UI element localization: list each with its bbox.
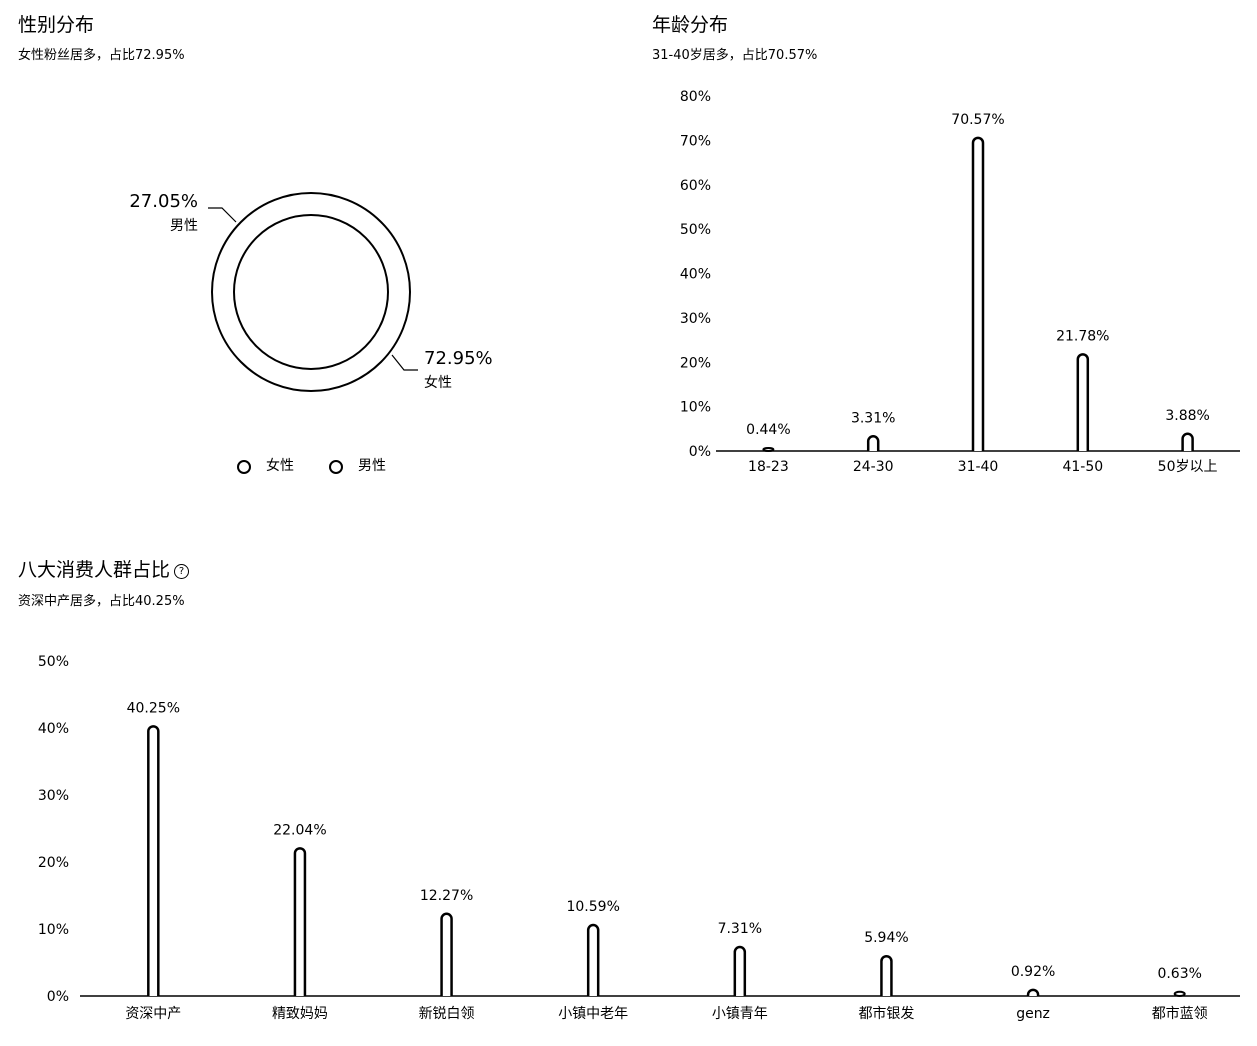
bar-value-label: 70.57%: [951, 112, 1004, 128]
consumer-panel: 八大消费人群占比? 资深中产居多，占比40.25% 0% 10% 20% 30% 40%…: [0, 540, 1257, 1046]
y-tick-label: 70%: [680, 133, 711, 149]
slice-leader-line: [208, 207, 237, 223]
y-tick-label: 20%: [680, 355, 711, 371]
legend-label[interactable]: 女性: [266, 457, 294, 474]
bar-value-label: 21.78%: [1056, 328, 1109, 344]
bar[interactable]: [293, 847, 307, 996]
bar[interactable]: [1026, 988, 1040, 996]
y-tick-label: 20%: [38, 855, 69, 871]
gender-title: 性别分布: [18, 14, 95, 36]
y-tick-label: 60%: [680, 178, 711, 194]
donut-outer-ring: [211, 192, 411, 392]
y-tick-label: 0%: [689, 444, 711, 460]
age-bar-chart: 0% 10% 20% 30% 40% 50% 60% 70% 80% 0.44% 18-23 3.31…: [680, 89, 1240, 475]
consumer-bar-chart: 0% 10% 20% 30% 40% 50% 40.25% 资深中产 22.04% 精致妈妈 12.…: [38, 654, 1240, 1022]
slice-name-label: 男性: [170, 218, 198, 234]
y-tick-label: 50%: [680, 222, 711, 238]
age-subtitle: 31-40岁居多，占比70.57%: [652, 48, 818, 63]
bar[interactable]: [866, 435, 880, 451]
bar-value-label: 40.25%: [127, 700, 180, 716]
y-tick-label: 10%: [38, 922, 69, 938]
bar[interactable]: [1076, 353, 1090, 451]
bar-value-label: 3.88%: [1165, 408, 1209, 424]
legend-marker-女性[interactable]: [237, 460, 251, 474]
y-tick-label: 10%: [680, 400, 711, 416]
bar[interactable]: [1173, 990, 1186, 997]
x-category-label: 都市蓝领: [1152, 1005, 1208, 1022]
y-tick-label: 0%: [47, 989, 69, 1005]
bar-value-label: 5.94%: [864, 930, 908, 946]
slice-value-label: 72.95%: [424, 348, 493, 369]
legend-marker-男性[interactable]: [329, 460, 343, 474]
y-tick-label: 30%: [38, 788, 69, 804]
bar[interactable]: [880, 955, 893, 996]
bar[interactable]: [733, 945, 747, 996]
x-category-label: 24-30: [853, 459, 894, 475]
x-category-label: 50岁以上: [1158, 459, 1218, 475]
bar[interactable]: [147, 725, 160, 996]
x-category-label: 小镇青年: [712, 1006, 768, 1022]
x-category-label: 精致妈妈: [272, 1006, 328, 1022]
y-tick-label: 40%: [38, 721, 69, 737]
consumer-title: 八大消费人群占比?: [18, 555, 190, 582]
donut-inner-ring: [233, 214, 389, 370]
x-category-label: 新锐白领: [419, 1006, 475, 1022]
x-category-label: 都市银发: [858, 1005, 914, 1022]
age-panel: 年龄分布 31-40岁居多，占比70.57% 0% 10% 20% 30% 40% 50%…: [0, 0, 1257, 500]
bar-value-label: 7.31%: [718, 921, 762, 937]
gender-subtitle: 女性粉丝居多，占比72.95%: [18, 48, 185, 63]
x-category-label: genz: [1016, 1006, 1050, 1022]
bar[interactable]: [1181, 432, 1194, 451]
bar-value-label: 0.63%: [1157, 966, 1201, 982]
slice-value-label: 27.05%: [129, 191, 198, 212]
y-tick-label: 40%: [680, 267, 711, 283]
bar[interactable]: [586, 923, 600, 996]
consumer-subtitle: 资深中产居多，占比40.25%: [18, 594, 185, 609]
gender-panel: 性别分布 女性粉丝居多，占比72.95% 72.95% 女性 27.05% 男性 女性男…: [0, 0, 630, 500]
slice-leader-line: [391, 354, 418, 371]
bar-value-label: 0.44%: [746, 422, 790, 438]
age-title: 年龄分布: [652, 14, 729, 36]
bar-value-label: 3.31%: [851, 410, 895, 426]
bar-value-label: 22.04%: [273, 822, 326, 838]
bar[interactable]: [440, 912, 453, 996]
x-category-label: 31-40: [958, 459, 999, 475]
x-category-label: 41-50: [1062, 459, 1103, 475]
slice-name-label: 女性: [424, 374, 452, 391]
consumer-title-text: 八大消费人群占比: [18, 559, 171, 581]
bar[interactable]: [971, 136, 985, 451]
bar-value-label: 12.27%: [420, 888, 473, 904]
legend-label[interactable]: 男性: [358, 458, 386, 474]
bar[interactable]: [762, 447, 775, 452]
x-category-label: 小镇中老年: [558, 1006, 628, 1022]
question-circle-icon[interactable]: ?: [174, 564, 190, 579]
y-tick-label: 80%: [680, 89, 711, 105]
y-tick-label: 50%: [38, 654, 69, 670]
x-category-label: 18-23: [748, 459, 789, 475]
y-tick-label: 30%: [680, 311, 711, 327]
x-category-label: 资深中产: [125, 1006, 181, 1022]
bar-value-label: 0.92%: [1011, 964, 1055, 980]
bar-value-label: 10.59%: [566, 899, 619, 915]
